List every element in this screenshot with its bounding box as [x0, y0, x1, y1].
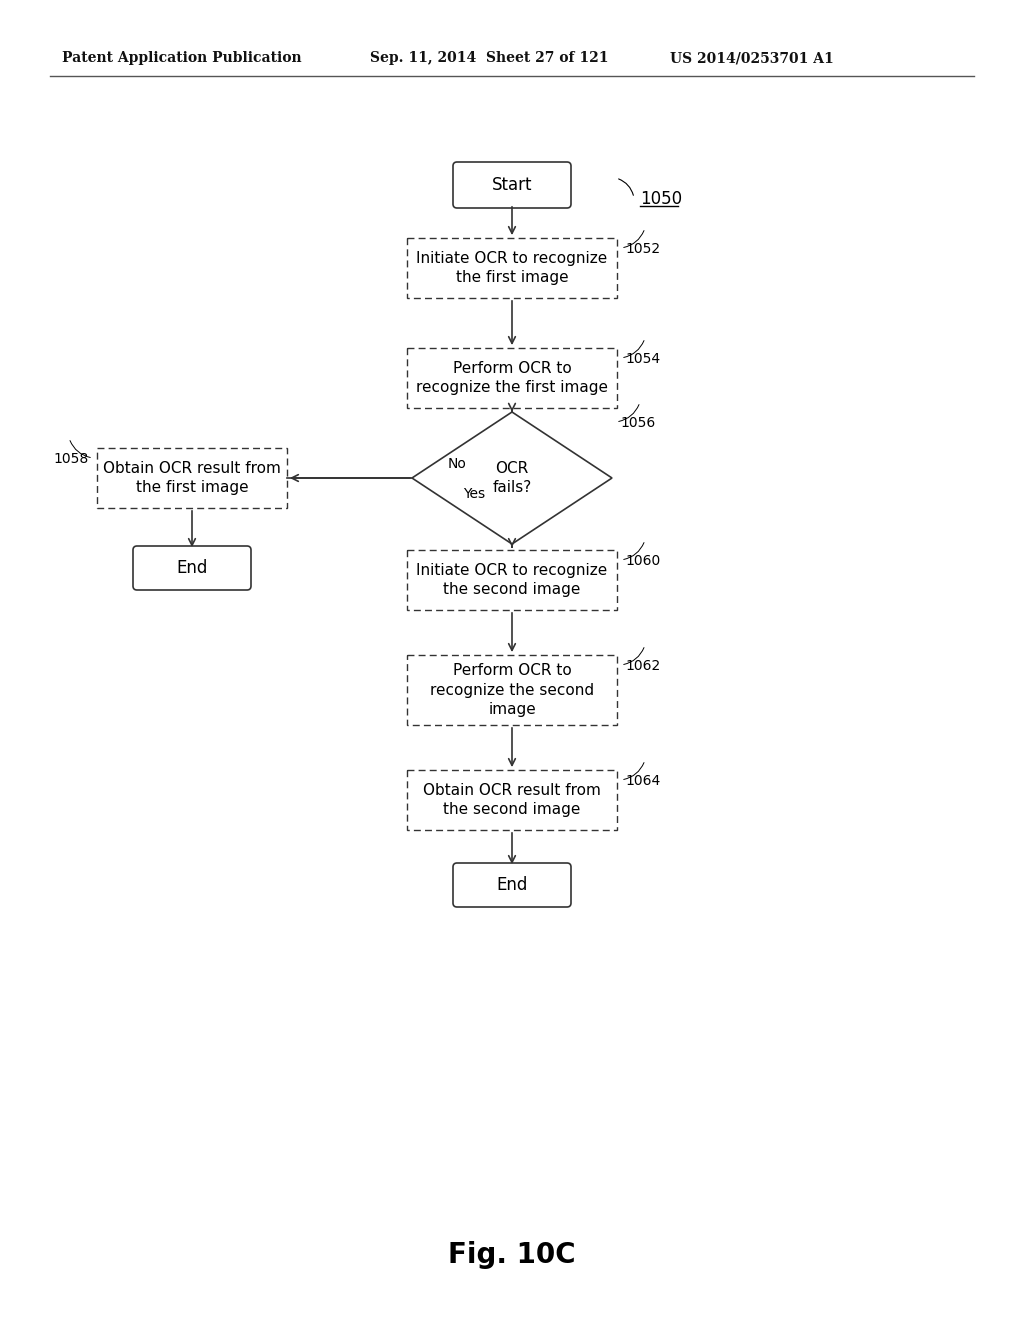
- Bar: [407, 550, 617, 610]
- Text: OCR
fails?: OCR fails?: [493, 461, 531, 495]
- FancyBboxPatch shape: [133, 546, 251, 590]
- Text: Yes: Yes: [463, 487, 485, 502]
- Text: Perform OCR to
recognize the first image: Perform OCR to recognize the first image: [416, 360, 608, 396]
- Text: 1060: 1060: [625, 554, 660, 568]
- FancyBboxPatch shape: [453, 162, 571, 209]
- Text: Initiate OCR to recognize
the second image: Initiate OCR to recognize the second ima…: [417, 562, 607, 598]
- Text: 1058: 1058: [53, 451, 89, 466]
- Bar: [407, 655, 617, 725]
- Text: Perform OCR to
recognize the second
image: Perform OCR to recognize the second imag…: [430, 663, 594, 717]
- Bar: [407, 238, 617, 298]
- Text: Initiate OCR to recognize
the first image: Initiate OCR to recognize the first imag…: [417, 251, 607, 285]
- Text: 1062: 1062: [625, 659, 660, 673]
- Text: Patent Application Publication: Patent Application Publication: [62, 51, 302, 65]
- Text: US 2014/0253701 A1: US 2014/0253701 A1: [670, 51, 834, 65]
- Text: Obtain OCR result from
the first image: Obtain OCR result from the first image: [103, 461, 281, 495]
- Bar: [97, 447, 287, 508]
- Text: Sep. 11, 2014  Sheet 27 of 121: Sep. 11, 2014 Sheet 27 of 121: [370, 51, 608, 65]
- Bar: [407, 770, 617, 830]
- Bar: [407, 348, 617, 408]
- Text: 1054: 1054: [625, 352, 660, 366]
- Text: 1056: 1056: [620, 416, 655, 430]
- Text: 1050: 1050: [640, 190, 682, 209]
- FancyBboxPatch shape: [453, 863, 571, 907]
- Text: Fig. 10C: Fig. 10C: [449, 1241, 575, 1269]
- Polygon shape: [412, 412, 612, 544]
- Text: Obtain OCR result from
the second image: Obtain OCR result from the second image: [423, 783, 601, 817]
- Text: No: No: [447, 457, 467, 471]
- Text: Start: Start: [492, 176, 532, 194]
- Text: End: End: [497, 876, 527, 894]
- Text: 1052: 1052: [625, 242, 660, 256]
- Text: 1064: 1064: [625, 774, 660, 788]
- Text: End: End: [176, 558, 208, 577]
